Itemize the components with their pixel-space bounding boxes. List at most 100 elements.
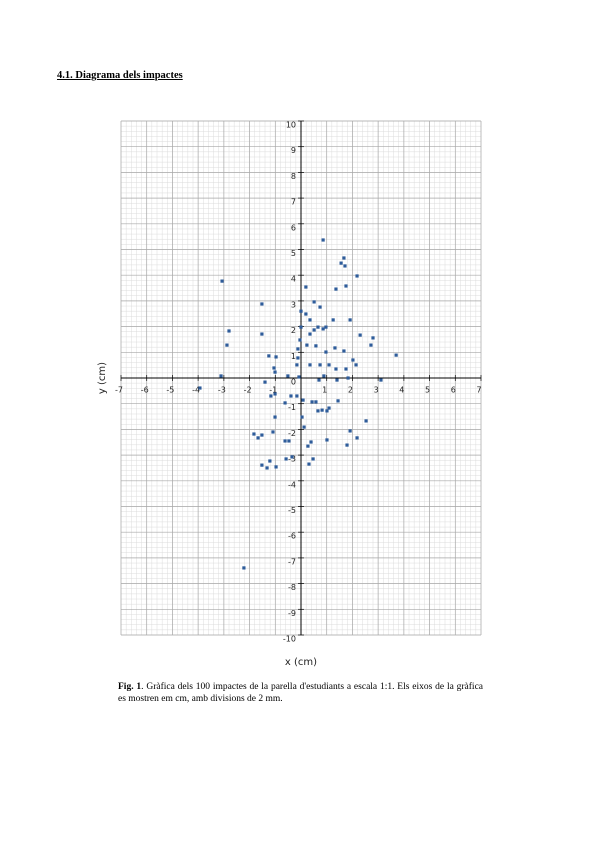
x-tick-label: 3 xyxy=(374,386,379,395)
point xyxy=(271,430,275,434)
y-tick-label: -2 xyxy=(288,429,296,438)
point xyxy=(305,343,309,347)
point xyxy=(283,401,287,405)
point xyxy=(308,318,312,322)
x-tick-label: 6 xyxy=(451,386,456,395)
point xyxy=(351,358,355,362)
point xyxy=(358,333,362,337)
point xyxy=(320,408,324,412)
point xyxy=(273,370,277,374)
y-tick-label: -8 xyxy=(288,583,296,592)
point xyxy=(327,363,331,367)
point xyxy=(312,300,316,304)
point xyxy=(273,415,277,419)
point xyxy=(306,444,310,448)
point xyxy=(263,380,267,384)
point xyxy=(299,325,303,329)
point xyxy=(260,463,264,467)
point xyxy=(321,327,325,331)
x-tick-label: 4 xyxy=(399,386,404,395)
point xyxy=(336,399,340,403)
point xyxy=(345,443,349,447)
y-tick-label: -4 xyxy=(288,480,296,489)
point xyxy=(283,439,287,443)
y-tick-label: 2 xyxy=(291,326,296,335)
point xyxy=(334,287,338,291)
point xyxy=(296,347,300,351)
point xyxy=(334,367,338,371)
point xyxy=(331,318,335,322)
point xyxy=(317,378,321,382)
point xyxy=(379,378,383,382)
point xyxy=(324,350,328,354)
x-tick-label: -5 xyxy=(166,386,174,395)
point xyxy=(273,392,277,396)
point xyxy=(252,432,256,436)
point xyxy=(316,409,320,413)
y-tick-label: 5 xyxy=(291,249,296,258)
x-tick-label: 7 xyxy=(476,386,481,395)
point xyxy=(322,374,326,378)
point xyxy=(348,429,352,433)
point xyxy=(310,400,314,404)
point xyxy=(290,455,294,459)
point xyxy=(284,457,288,461)
point xyxy=(355,274,359,278)
y-tick-label: 9 xyxy=(291,146,296,155)
point xyxy=(369,343,373,347)
point xyxy=(227,329,231,333)
y-tick-label: -10 xyxy=(283,635,296,644)
y-tick-label: -6 xyxy=(288,532,296,541)
point xyxy=(198,386,202,390)
point xyxy=(267,354,271,358)
point xyxy=(260,433,264,437)
chart: -7 -6 -5 -4 -3 -2 -1 1 2 3 4 5 6 7-10-9-8-7-6-5-4-3-2… xyxy=(97,121,482,669)
point xyxy=(343,264,347,268)
point xyxy=(354,363,358,367)
point xyxy=(325,409,329,413)
point xyxy=(311,457,315,461)
point xyxy=(364,419,368,423)
point xyxy=(344,367,348,371)
point xyxy=(371,336,375,340)
point xyxy=(309,440,313,444)
y-axis-label: y (cm) xyxy=(97,362,108,394)
y-tick-label: 0 xyxy=(291,378,296,387)
y-tick-label: 3 xyxy=(291,300,296,309)
point xyxy=(394,353,398,357)
x-tick-label: 1 xyxy=(322,386,327,395)
point xyxy=(274,355,278,359)
point xyxy=(295,363,299,367)
point xyxy=(268,459,272,463)
x-tick-label: -1 xyxy=(269,386,277,395)
point xyxy=(300,415,304,419)
point xyxy=(318,305,322,309)
point xyxy=(321,238,325,242)
y-tick-label: -3 xyxy=(288,455,296,464)
point xyxy=(314,344,318,348)
y-tick-label: -7 xyxy=(288,557,296,566)
y-tick-label: 10 xyxy=(286,121,296,130)
point xyxy=(333,346,337,350)
point xyxy=(302,425,306,429)
x-tick-label: -3 xyxy=(218,386,226,395)
point xyxy=(225,343,229,347)
point xyxy=(342,349,346,353)
y-tick-label: 4 xyxy=(291,275,296,284)
point xyxy=(335,378,339,382)
section-heading: 4.1. Diagrama dels impactes xyxy=(57,70,183,81)
point xyxy=(219,374,223,378)
point xyxy=(312,328,316,332)
point xyxy=(272,366,276,370)
x-tick-label: -4 xyxy=(192,386,200,395)
point xyxy=(348,318,352,322)
point xyxy=(344,284,348,288)
point xyxy=(324,325,328,329)
x-tick-label: -6 xyxy=(141,386,149,395)
point xyxy=(299,309,303,313)
point xyxy=(304,312,308,316)
point xyxy=(220,279,224,283)
point xyxy=(242,566,246,570)
figure-caption: Fig. 1. Gràfica dels 100 impactes de la … xyxy=(118,681,483,705)
caption-label: Fig. 1 xyxy=(118,682,142,692)
